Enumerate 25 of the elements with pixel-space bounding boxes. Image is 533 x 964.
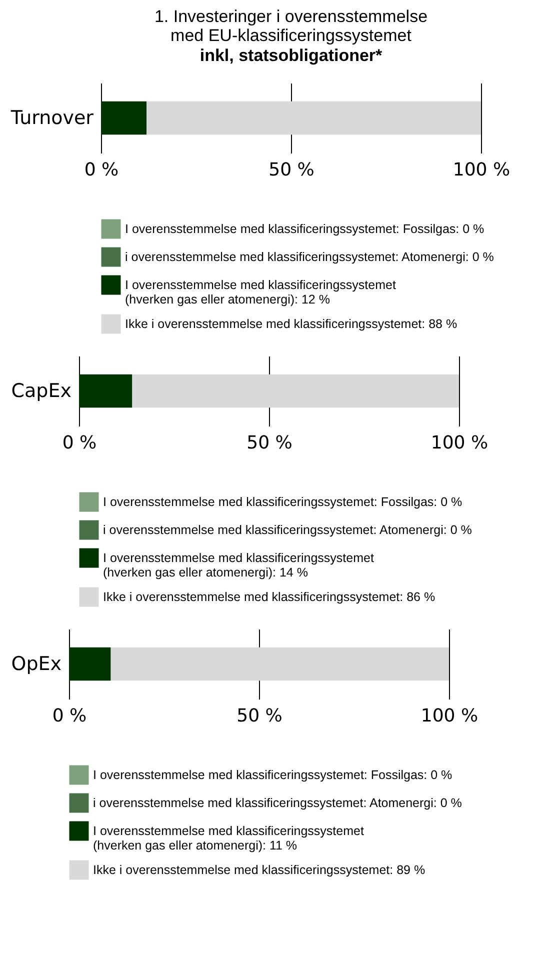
legend-label: I overensstemmelse med klassificeringssystemet: Fossilgas: 0 % [125, 222, 484, 236]
legend-label: Ikke i overensstemmelse med klassificeringssystemet: 88 % [125, 317, 458, 331]
x-tick-label: 100 % [430, 432, 488, 454]
x-tick-label: 0 % [52, 706, 87, 726]
legend-label: I overensstemmelse med klassificeringssystemet (hverken gas eller atomenergi): 14 % [103, 551, 374, 580]
y-tick-label: CapEx [11, 380, 72, 402]
legend-label: Ikke i overensstemmelse med klassificeringssystemet: 86 % [103, 590, 436, 604]
legend-label: I overensstemmelse med klassificeringssystemet: Fossilgas: 0 % [93, 768, 452, 782]
x-tick-label: 50 % [268, 160, 314, 180]
x-tick-label: 100 % [420, 706, 478, 726]
legend-label: I overensstemmelse med klassificeringssystemet (hverken gas eller atomenergi): 12 % [125, 278, 396, 306]
y-tick-label: Turnover [10, 107, 94, 129]
legend-label: I overensstemmelse med klassificeringssystemet (hverken gas eller atomenergi): 11 % [93, 824, 364, 852]
y-tick-label: OpEx [11, 653, 62, 675]
legend-label: i overensstemmelse med klassificeringssystemet: Atomenergi: 0 % [103, 523, 472, 537]
x-tick-label: 0 % [62, 432, 97, 454]
legend-label: i overensstemmelse med klassificeringssystemet: Atomenergi: 0 % [93, 796, 462, 810]
chart-subtitle: inkl, statsobligationer* [200, 46, 383, 65]
x-tick-label: 100 % [452, 160, 510, 180]
x-tick-label: 50 % [236, 706, 282, 726]
legend-label: Ikke i overensstemmelse med klassificeringssystemet: 89 % [93, 863, 426, 877]
x-tick-label: 50 % [246, 432, 292, 454]
x-tick-label: 0 % [84, 160, 119, 180]
legend-label: i overensstemmelse med klassificeringssystemet: Atomenergi: 0 % [125, 250, 494, 264]
legend-label: I overensstemmelse med klassificeringssystemet: Fossilgas: 0 % [103, 495, 462, 509]
